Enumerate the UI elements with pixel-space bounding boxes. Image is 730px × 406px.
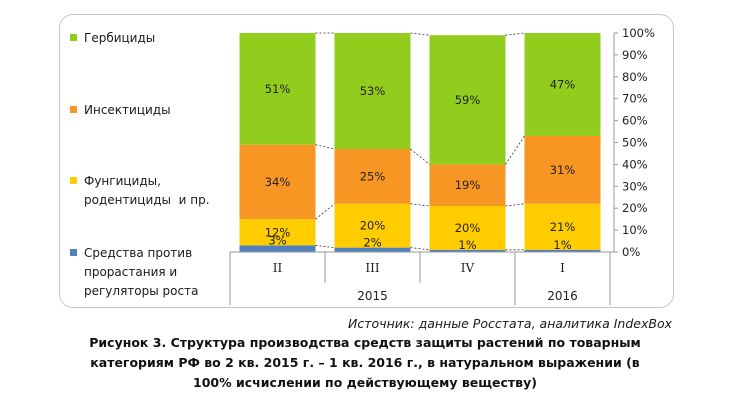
bar-segment	[429, 249, 506, 252]
data-label: 20%	[455, 221, 481, 235]
category-label: II	[273, 261, 283, 275]
y-tick-label: 10%	[622, 223, 648, 237]
bar-segment	[334, 33, 411, 150]
data-label: 3%	[268, 233, 286, 247]
series-line	[410, 203, 430, 207]
group-label: 2015	[357, 289, 388, 303]
legend-label: Средства против прорастания и регуляторы…	[84, 246, 199, 298]
data-label: 21%	[550, 220, 576, 234]
y-tick-label: 50%	[622, 136, 648, 150]
bar-segment	[524, 203, 601, 250]
bar-segment	[524, 135, 601, 204]
bar-segment	[524, 249, 601, 252]
data-label: 2%	[363, 236, 381, 250]
series-line	[315, 203, 335, 220]
y-tick-label: 80%	[622, 70, 648, 84]
bar-segment	[429, 35, 506, 165]
y-tick-label: 20%	[622, 201, 648, 215]
series-line	[315, 245, 335, 249]
category-label: III	[365, 261, 379, 275]
y-tick-label: 30%	[622, 179, 648, 193]
caption-line: Рисунок 3. Структура производства средст…	[89, 335, 641, 350]
data-label: 19%	[455, 178, 481, 192]
bar-segment	[239, 33, 316, 145]
legend-swatch-herbicides	[70, 34, 77, 41]
series-line	[410, 247, 430, 251]
group-label: 2016	[547, 289, 578, 303]
data-label: 34%	[265, 175, 291, 189]
series-line	[505, 203, 525, 207]
y-tick-label: 60%	[622, 114, 648, 128]
source-note: Источник: данные Росстата, аналитика Ind…	[348, 316, 672, 331]
bar-segment	[239, 144, 316, 220]
y-tick-label: 90%	[622, 48, 648, 62]
y-tick-label: 0%	[622, 245, 640, 259]
series-line	[505, 135, 525, 165]
series-line	[410, 148, 430, 165]
data-label: 12%	[265, 225, 291, 239]
data-label: 47%	[550, 77, 576, 91]
bar-segment	[429, 164, 506, 207]
y-tick-label: 70%	[622, 92, 648, 106]
data-label: 53%	[360, 84, 386, 98]
caption-line: категориям РФ во 2 кв. 2015 г. – 1 кв. 2…	[90, 355, 640, 370]
y-tick-label: 100%	[622, 26, 655, 40]
data-label: 20%	[360, 219, 386, 233]
data-label: 1%	[553, 238, 571, 252]
data-label: 31%	[550, 163, 576, 177]
legend-swatch-fungicides	[70, 177, 77, 184]
caption-line: 100% исчислении по действующему веществу…	[193, 375, 537, 390]
data-label: 1%	[458, 238, 476, 252]
series-line	[505, 32, 525, 36]
figure-caption: Рисунок 3. Структура производства средст…	[20, 333, 710, 393]
bar-segment	[334, 203, 411, 248]
legend-swatch-insecticides	[70, 106, 77, 113]
category-label: IV	[461, 261, 475, 275]
bar-segment	[334, 247, 411, 252]
bar-segment	[429, 206, 506, 250]
bar-segment	[524, 33, 601, 136]
series-line	[410, 32, 430, 36]
bar-segment	[239, 219, 316, 246]
data-label: 25%	[360, 169, 386, 183]
legend-label: Фунгициды, родентициды и пр.	[84, 174, 210, 207]
series-line	[315, 144, 335, 150]
legend-label: Гербициды	[84, 31, 156, 45]
bar-segment	[334, 149, 411, 204]
legend-swatch-growth-regulators	[70, 249, 77, 256]
y-tick-label: 40%	[622, 157, 648, 171]
bar-segment	[239, 245, 316, 252]
data-label: 51%	[265, 82, 291, 96]
data-label: 59%	[455, 93, 481, 107]
legend-label: Инсектициды	[84, 103, 171, 117]
category-label: I	[560, 261, 565, 275]
